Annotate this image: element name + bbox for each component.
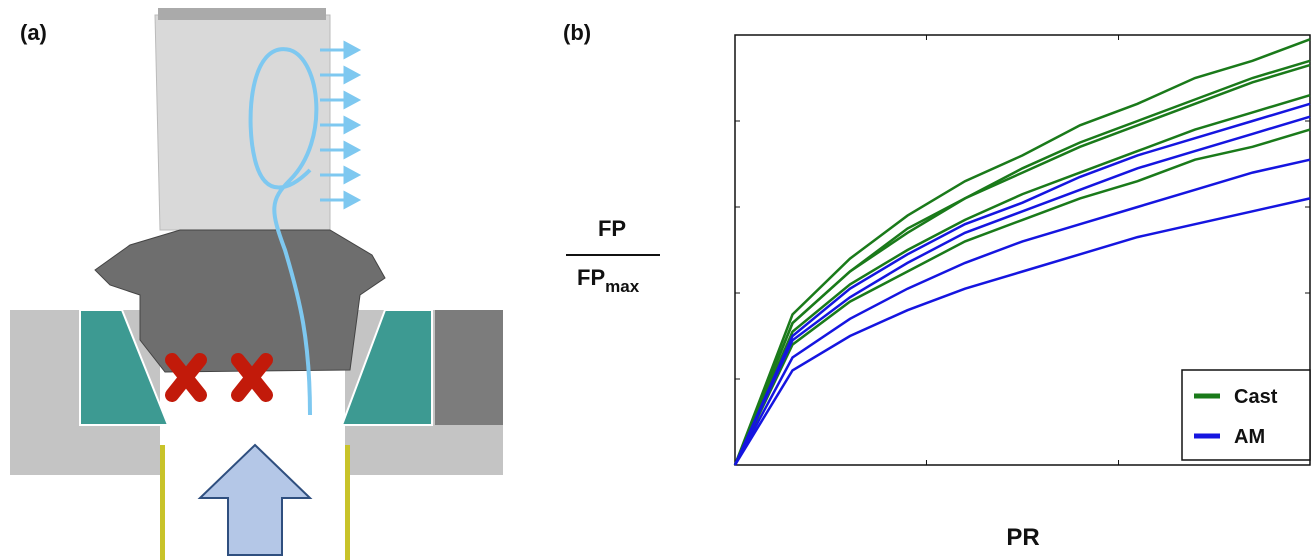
panel-label: (b) xyxy=(563,20,591,45)
x-axis-label: PR xyxy=(1006,524,1039,551)
legend-label: Cast xyxy=(1234,386,1278,408)
panel-label: (a) xyxy=(20,20,47,45)
y-label-numerator: FP xyxy=(598,216,626,241)
wall-right xyxy=(345,445,350,560)
y-label-denominator-base: FP xyxy=(577,265,605,290)
legend-label: AM xyxy=(1234,426,1265,448)
blade-diagram xyxy=(10,8,503,560)
legend: Cast AM xyxy=(1182,370,1310,460)
y-label-subscript: max xyxy=(605,277,640,296)
wall-left xyxy=(160,445,165,560)
figure: (a) (b) FP FPmax PR CastAM xyxy=(0,0,1311,560)
y-label-denominator: FPmax xyxy=(577,265,640,296)
airfoil xyxy=(155,15,330,230)
blade-tip xyxy=(158,8,326,20)
housing-right-dark xyxy=(435,310,503,425)
